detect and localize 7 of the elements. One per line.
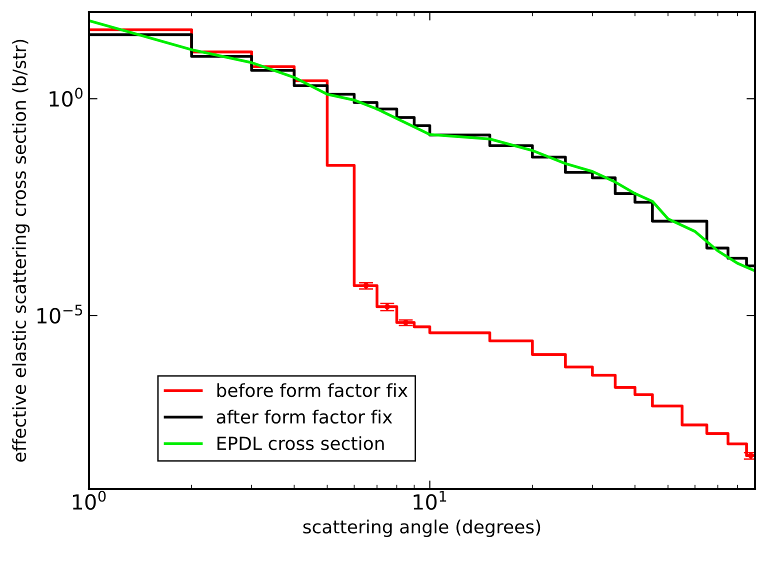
x-tick-label: 10$^{1}$: [414, 490, 446, 510]
legend-label: after form factor fix: [216, 410, 392, 424]
y-axis-title: effective elastic scattering cross section (b/str): [12, 40, 30, 462]
legend-label: EPDL cross section: [218, 436, 384, 450]
x-axis-title: scattering angle (degrees): [303, 520, 540, 538]
y-tick-label: 10$^{−5}$: [37, 304, 82, 324]
legend-label: before form factor fix: [217, 383, 408, 398]
